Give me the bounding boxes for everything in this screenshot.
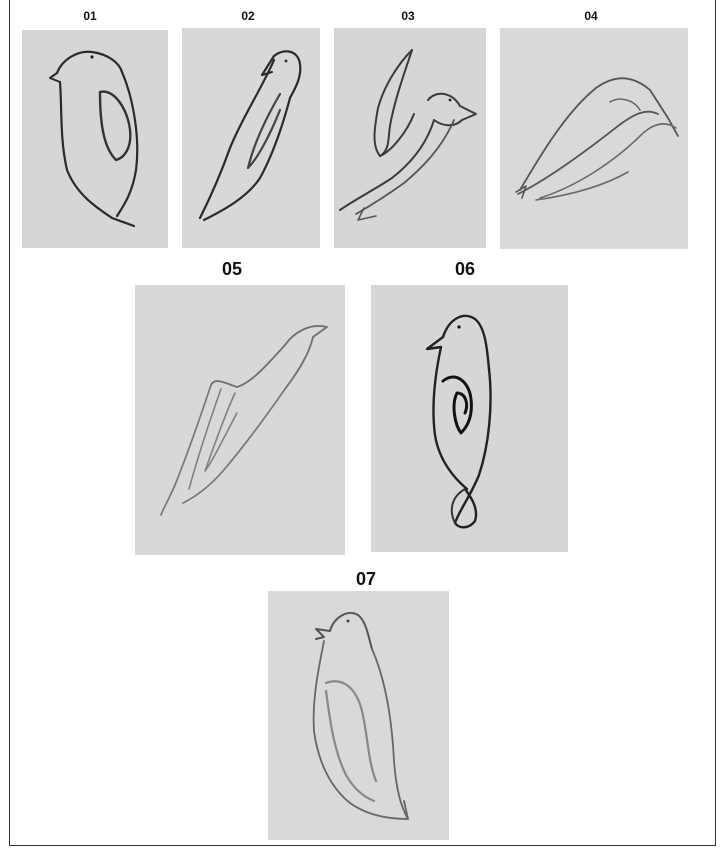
panel-label-04: 04 (584, 9, 598, 23)
panel-label-06: 06 (454, 259, 476, 279)
panel-label-05: 05 (221, 259, 243, 279)
panel-label-07: 07 (355, 569, 377, 589)
sketch-panel-07 (268, 591, 449, 840)
sketch-panel-03 (334, 28, 486, 248)
panel-label-03: 03 (401, 9, 415, 23)
sketch-panel-02 (182, 28, 320, 248)
figure-frame (9, 0, 716, 846)
panel-label-02: 02 (241, 9, 255, 23)
bird-sketch-02 (198, 50, 302, 222)
bird-sketch-05 (160, 325, 328, 516)
bird-sketch-03 (339, 49, 477, 221)
bird-sketch-04 (515, 77, 679, 201)
bird-sketch-07 (312, 612, 409, 820)
bird-sketch-01 (49, 50, 139, 228)
sketch-panel-01 (22, 30, 168, 248)
sketch-panel-04 (500, 28, 688, 249)
panel-label-01: 01 (83, 9, 97, 23)
sketch-panel-05 (135, 285, 345, 555)
bird-sketch-06 (425, 314, 492, 529)
sketch-panel-06 (371, 285, 568, 552)
